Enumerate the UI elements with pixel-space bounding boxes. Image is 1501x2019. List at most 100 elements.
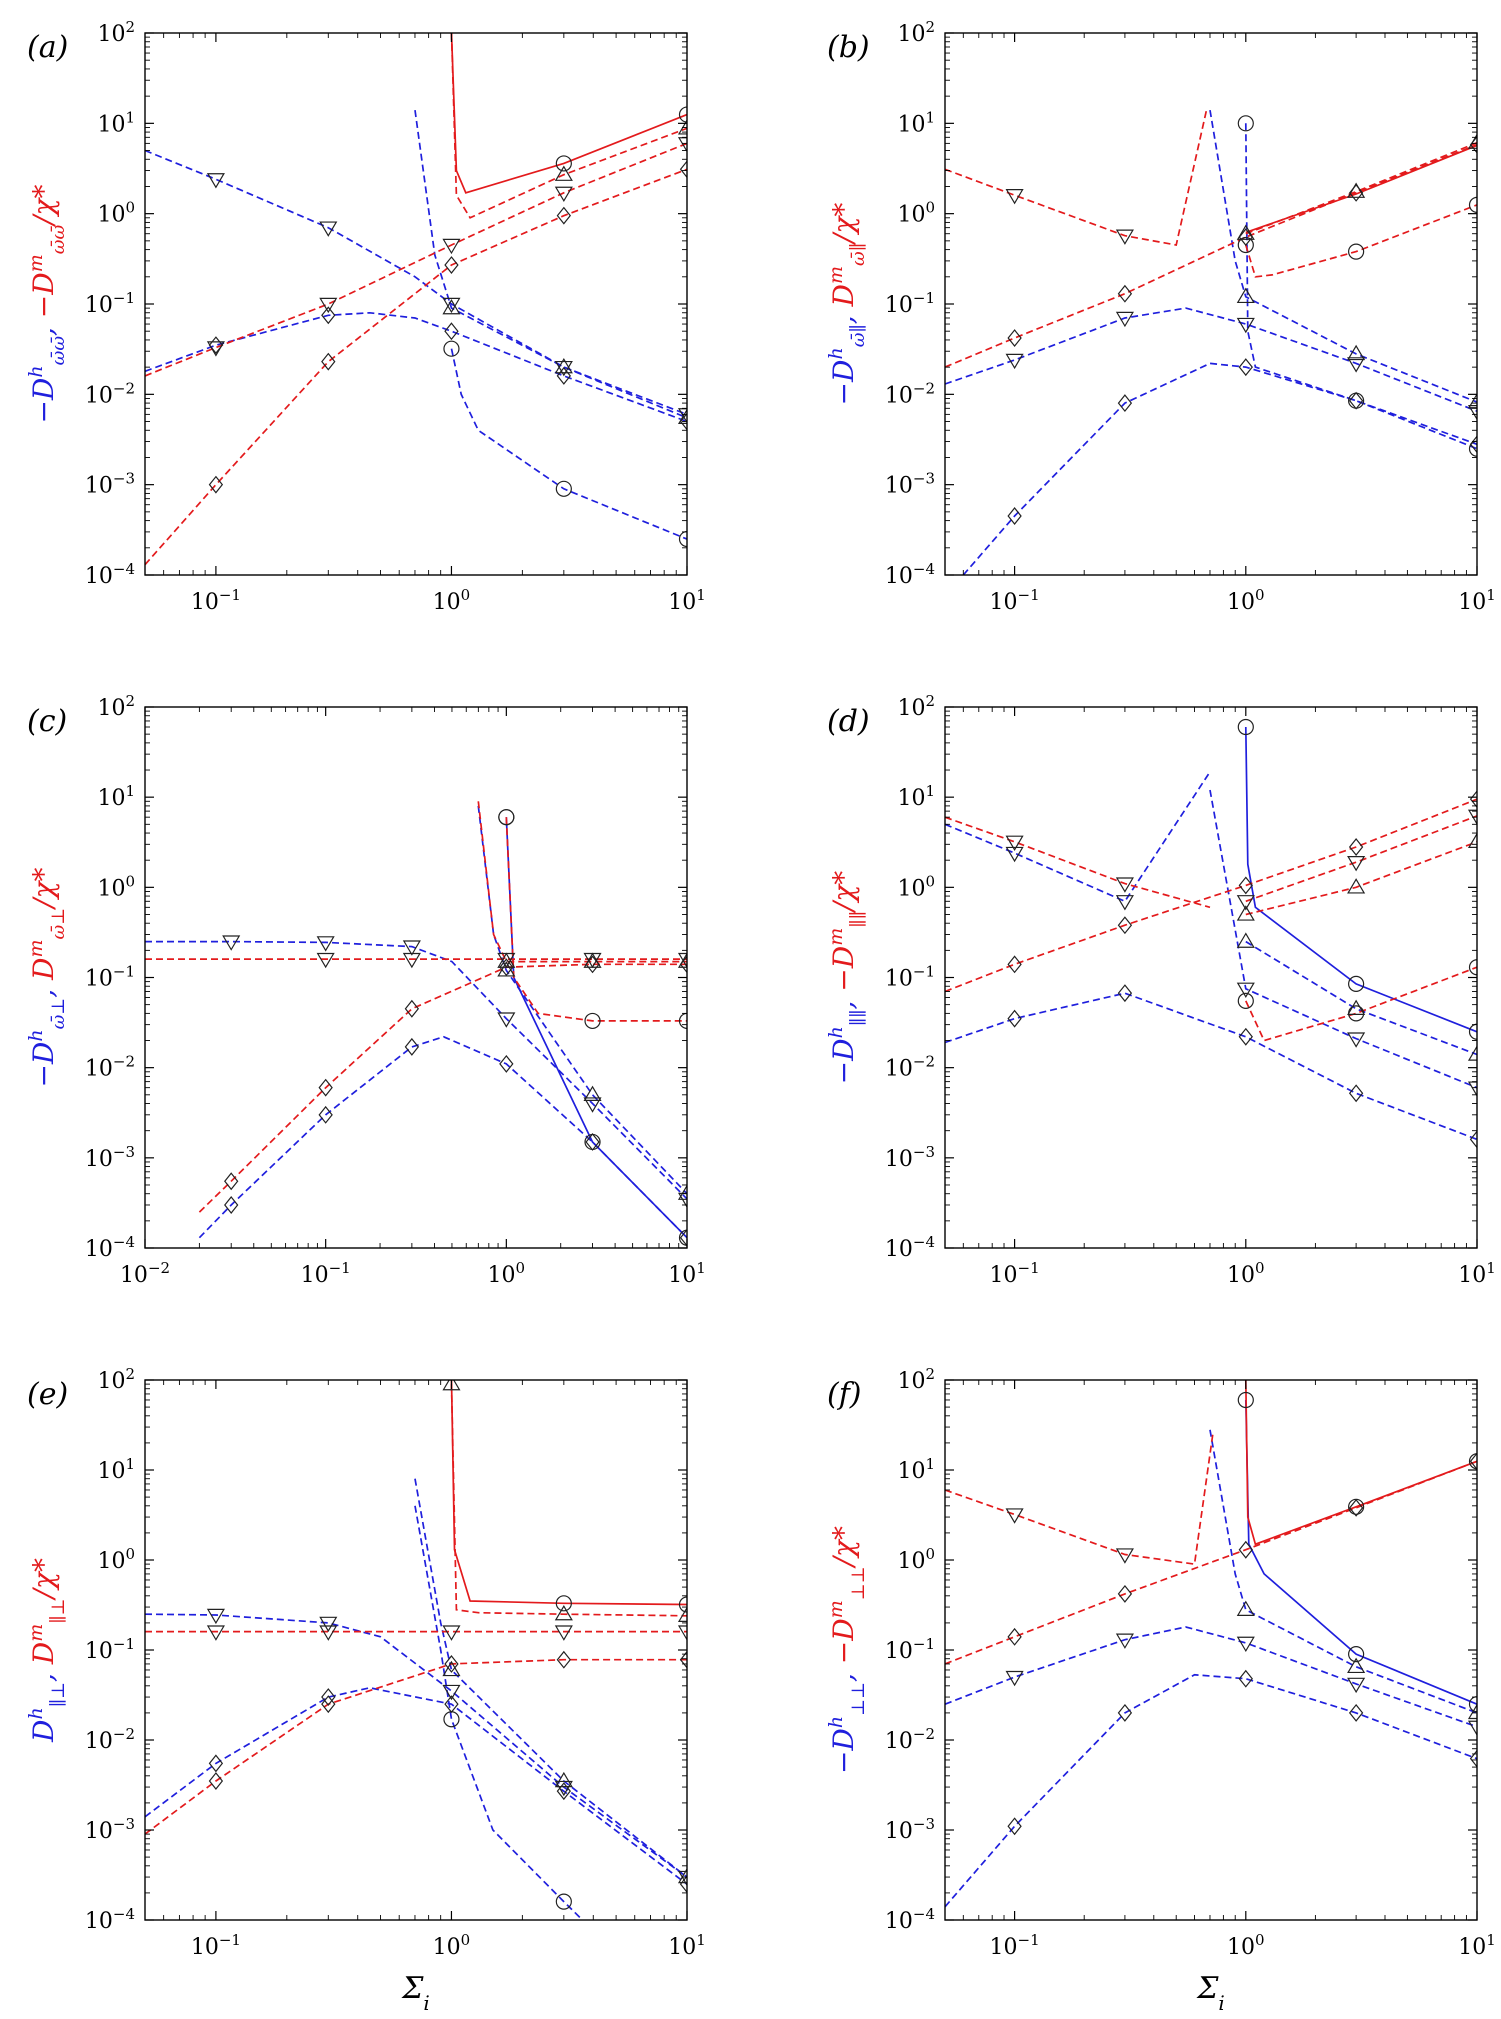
data-point-m-triangle-down [677,137,687,153]
data-point-m-diamond [1117,916,1133,935]
data-point-m-triangle-up [1347,878,1366,894]
y-tick-label: 10−1 [885,1635,935,1664]
data-point-h-circle [1237,718,1254,736]
series-line-m-diamond [198,963,687,1213]
y-tick-label: 10−2 [885,1053,935,1082]
data-point-m-triangle-up [677,952,687,968]
y-tick-label: 10−1 [885,289,935,318]
markers-group [206,1380,687,1910]
data-point-h-triangle-up [677,1184,687,1200]
x-tick-label: 10−1 [301,1259,351,1288]
data-point-h-triangle-up [677,1867,687,1884]
data-point-m-diamond [679,1650,687,1669]
data-point-h-circle [678,530,687,548]
data-point-h-triangle-up [583,1085,602,1102]
data-point-m-diamond [556,1650,572,1669]
y-tick-label: 10−3 [85,470,135,499]
x-tick-label: 101 [1458,1931,1496,1960]
data-point-m-diamond [1007,1627,1022,1646]
y-tick-label: 10−4 [85,560,135,589]
series-line-m-triangle-down [945,107,1208,246]
series-line-m-circle-solid [1245,144,1477,234]
panel-label: (c) [27,704,67,739]
data-point-h-diamond [499,1054,514,1073]
panel-label: (b) [827,30,870,65]
x-tick-label: 101 [1458,586,1496,615]
data-point-h-diamond [1238,1027,1253,1046]
x-tick-label: 10−1 [191,586,241,615]
markers-group [1005,1391,1477,1836]
data-point-m-diamond [556,206,572,225]
data-point-h-triangle-down [554,360,573,377]
data-point-m-triangle-down [206,1625,225,1641]
y-tick-label: 10−3 [885,1143,935,1172]
data-point-h-triangle-up [1467,1703,1477,1720]
series-line-m-diamond [145,1658,687,1835]
data-point-m-circle [584,1012,601,1030]
data-point-h-triangle-down [316,936,335,952]
y-tick-label: 10−3 [885,470,935,499]
data-point-m-circle [678,106,687,123]
data-point-h-triangle-down [1236,317,1255,334]
y-tick-label: 100 [897,199,935,228]
plot-frame [944,706,1478,1249]
y-tick-label: 10−4 [885,1905,935,1934]
panel-f: 10−4 10−3 10−2 10−1 100 101 102 10−1 100 101 (f) −D… [825,1365,1496,2015]
data-point-m-triangle-down-2 [1236,895,1255,911]
data-point-m-triangle-down [402,952,421,969]
y-tick-label: 10−4 [885,1233,935,1262]
data-point-m-diamond [1238,1540,1253,1559]
data-point-h-triangle-down [1467,1720,1477,1737]
data-point-h-diamond [1238,358,1253,377]
data-point-h-diamond [1469,1749,1477,1768]
data-point-h-diamond [444,322,459,341]
y-axis-label: −Dh∥∥, −Dm∥∥/χ* [825,871,869,1085]
y-tick-label: 102 [897,1365,935,1394]
x-tick-label: 100 [433,586,471,615]
data-point-h-triangle-down [1467,405,1477,421]
series-line-h-triangle-down [945,307,1477,412]
markers-group [1005,115,1477,525]
data-point-m-diamond [1348,1498,1364,1517]
data-point-h-diamond [224,1196,239,1214]
y-tick-label: 100 [97,199,135,228]
y-tick-label: 102 [97,18,135,47]
data-point-h-circle [1348,975,1365,992]
x-tick-label: 101 [668,586,706,615]
data-point-m-triangle-up [554,1605,573,1621]
panel-e: 10−4 10−3 10−2 10−1 100 101 102 10−1 100 101 (e) Dh… [25,1365,706,2015]
data-point-h-circle [443,340,460,357]
data-point-h-triangle-down [1115,1633,1134,1649]
series-line-h-diamond [962,362,1477,575]
data-point-m-circle [1348,243,1365,260]
series-line-m-triangle-up [450,1384,687,1617]
series-line-h-triangle-down-2 [1209,789,1477,1089]
series-line-h-diamond [945,1673,1477,1908]
data-point-h-diamond [1117,1703,1133,1722]
data-point-m-circle [1468,959,1477,976]
y-tick-label: 102 [897,692,935,721]
series-line-m-triangle-up [477,801,687,963]
data-point-h-triangle-down [319,221,338,237]
data-point-m-triangle-down [554,1625,573,1641]
data-point-m-circle [1348,1005,1365,1022]
y-tick-label: 101 [897,1455,935,1484]
data-point-h-triangle-down [1005,1670,1024,1687]
plot-frame [944,1379,1478,1921]
plot-frame [144,706,688,1249]
x-axis-label: Σi [401,1971,430,2015]
series-line-m-triangle-up [1245,841,1477,916]
data-point-m-diamond [318,1078,333,1097]
markers-group [206,106,687,548]
series-line-h-triangle-down [945,773,1210,903]
data-point-h-triangle-down [442,297,461,314]
x-tick-label: 100 [433,1931,471,1960]
series-line-m-triangle-up [450,33,687,219]
series-group [145,801,687,1239]
x-axis-label: Σi [1196,1971,1225,2015]
data-point-m-triangle-up [442,1380,461,1391]
y-tick-label: 102 [897,18,935,47]
data-point-h-diamond [1007,507,1022,525]
data-point-m-circle [1237,992,1254,1010]
